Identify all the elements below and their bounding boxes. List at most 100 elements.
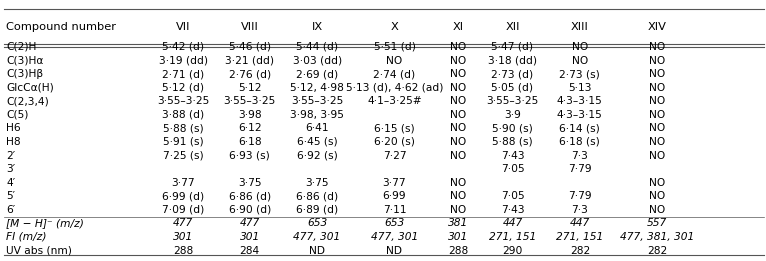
Text: 477, 381, 301: 477, 381, 301 xyxy=(620,232,694,242)
Text: NO: NO xyxy=(450,151,466,161)
Text: 2·71 (d): 2·71 (d) xyxy=(162,69,204,79)
Text: VIII: VIII xyxy=(241,22,259,32)
Text: 6·15 (s): 6·15 (s) xyxy=(374,123,415,133)
Text: NO: NO xyxy=(450,191,466,201)
Text: NO: NO xyxy=(450,123,466,133)
Text: NO: NO xyxy=(649,69,665,79)
Text: 288: 288 xyxy=(448,246,468,256)
Text: 6·12: 6·12 xyxy=(238,123,261,133)
Text: 7·79: 7·79 xyxy=(568,164,591,174)
Text: 6·41: 6·41 xyxy=(306,123,329,133)
Text: X: X xyxy=(391,22,398,32)
Text: NO: NO xyxy=(386,56,403,66)
Text: 271, 151: 271, 151 xyxy=(489,232,536,242)
Text: 4′: 4′ xyxy=(6,178,15,188)
Text: IX: IX xyxy=(312,22,322,32)
Text: NO: NO xyxy=(649,151,665,161)
Text: 4·1–3·25#: 4·1–3·25# xyxy=(367,96,422,106)
Text: GlcCα(H): GlcCα(H) xyxy=(6,83,54,93)
Text: Compound number: Compound number xyxy=(6,22,116,32)
Text: 5·47 (d): 5·47 (d) xyxy=(492,42,533,52)
Text: NO: NO xyxy=(649,178,665,188)
Text: XIII: XIII xyxy=(571,22,589,32)
Text: 3·55–3·25: 3·55–3·25 xyxy=(157,96,209,106)
Text: 3·88 (d): 3·88 (d) xyxy=(162,110,204,120)
Text: 3·18 (dd): 3·18 (dd) xyxy=(488,56,537,66)
Text: 6·93 (s): 6·93 (s) xyxy=(229,151,270,161)
Text: 7·27: 7·27 xyxy=(383,151,406,161)
Text: NO: NO xyxy=(649,42,665,52)
Text: C(3)Hα: C(3)Hα xyxy=(6,56,44,66)
Text: 3·77: 3·77 xyxy=(172,178,195,188)
Text: 3·9: 3·9 xyxy=(504,110,521,120)
Text: NO: NO xyxy=(649,110,665,120)
Text: 5·90 (s): 5·90 (s) xyxy=(492,123,533,133)
Text: 6·86 (d): 6·86 (d) xyxy=(229,191,270,201)
Text: 3·03 (dd): 3·03 (dd) xyxy=(293,56,342,66)
Text: NO: NO xyxy=(450,83,466,93)
Text: 5·44 (d): 5·44 (d) xyxy=(296,42,338,52)
Text: 6·89 (d): 6·89 (d) xyxy=(296,205,338,215)
Text: 6·14 (s): 6·14 (s) xyxy=(559,123,601,133)
Text: C(2,3,4): C(2,3,4) xyxy=(6,96,49,106)
Text: 6·45 (s): 6·45 (s) xyxy=(296,137,338,147)
Text: 2′: 2′ xyxy=(6,151,15,161)
Text: NO: NO xyxy=(450,96,466,106)
Text: NO: NO xyxy=(450,56,466,66)
Text: NO: NO xyxy=(450,178,466,188)
Text: 653: 653 xyxy=(307,218,327,228)
Text: 288: 288 xyxy=(173,246,193,256)
Text: 7·05: 7·05 xyxy=(501,164,524,174)
Text: 4·3–3·15: 4·3–3·15 xyxy=(557,110,603,120)
Text: H6: H6 xyxy=(6,123,21,133)
Text: 477, 301: 477, 301 xyxy=(293,232,341,242)
Text: 3·19 (dd): 3·19 (dd) xyxy=(159,56,208,66)
Text: 3·75: 3·75 xyxy=(238,178,261,188)
Text: 2·69 (d): 2·69 (d) xyxy=(296,69,338,79)
Text: ND: ND xyxy=(309,246,325,256)
Text: 5·13: 5·13 xyxy=(568,83,591,93)
Text: 6·99: 6·99 xyxy=(383,191,406,201)
Text: FI (m/z): FI (m/z) xyxy=(6,232,47,242)
Text: 3·98, 3·95: 3·98, 3·95 xyxy=(290,110,344,120)
Text: 447: 447 xyxy=(570,218,590,228)
Text: 381: 381 xyxy=(448,218,468,228)
Text: 3·55–3·25: 3·55–3·25 xyxy=(486,96,538,106)
Text: 5·46 (d): 5·46 (d) xyxy=(229,42,270,52)
Text: 3·21 (dd): 3·21 (dd) xyxy=(225,56,274,66)
Text: 5·51 (d): 5·51 (d) xyxy=(374,42,415,52)
Text: 3·55–3·25: 3·55–3·25 xyxy=(224,96,276,106)
Text: XI: XI xyxy=(453,22,463,32)
Text: 3·77: 3·77 xyxy=(383,178,406,188)
Text: 3′: 3′ xyxy=(6,164,15,174)
Text: 5·12: 5·12 xyxy=(238,83,261,93)
Text: 7·43: 7·43 xyxy=(501,205,524,215)
Text: 6·20 (s): 6·20 (s) xyxy=(374,137,415,147)
Text: 271, 151: 271, 151 xyxy=(556,232,604,242)
Text: ND: ND xyxy=(387,246,402,256)
Text: NO: NO xyxy=(649,56,665,66)
Text: 290: 290 xyxy=(502,246,522,256)
Text: NO: NO xyxy=(450,137,466,147)
Text: NO: NO xyxy=(450,205,466,215)
Text: 447: 447 xyxy=(502,218,522,228)
Text: NO: NO xyxy=(450,42,466,52)
Text: 4·3–3·15: 4·3–3·15 xyxy=(557,96,603,106)
Text: 5·88 (s): 5·88 (s) xyxy=(492,137,533,147)
Text: 477: 477 xyxy=(173,218,193,228)
Text: C(3)Hβ: C(3)Hβ xyxy=(6,69,43,79)
Text: 301: 301 xyxy=(173,232,193,242)
Text: 5′: 5′ xyxy=(6,191,15,201)
Text: NO: NO xyxy=(571,42,588,52)
Text: 2·74 (d): 2·74 (d) xyxy=(374,69,415,79)
Text: 6·92 (s): 6·92 (s) xyxy=(296,151,338,161)
Text: NO: NO xyxy=(450,69,466,79)
Text: 5·42 (d): 5·42 (d) xyxy=(162,42,204,52)
Text: H8: H8 xyxy=(6,137,21,147)
Text: NO: NO xyxy=(649,191,665,201)
Text: [M − H]⁻ (m/z): [M − H]⁻ (m/z) xyxy=(6,218,84,228)
Text: 477: 477 xyxy=(240,218,260,228)
Text: 7·09 (d): 7·09 (d) xyxy=(162,205,205,215)
Text: 282: 282 xyxy=(570,246,590,256)
Text: C(2)H: C(2)H xyxy=(6,42,37,52)
